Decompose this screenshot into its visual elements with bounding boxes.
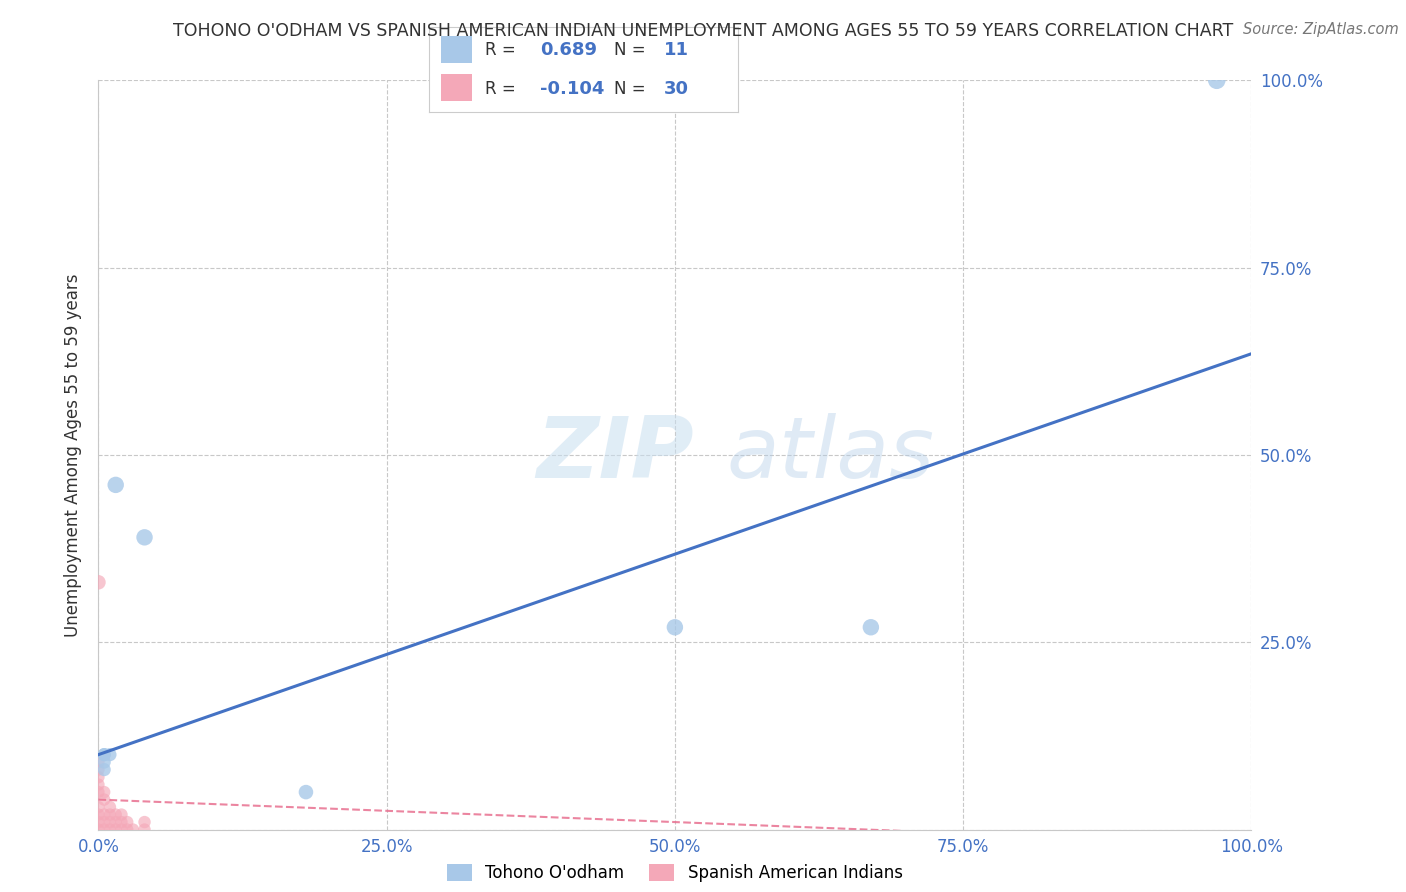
Legend: Tohono O'odham, Spanish American Indians: Tohono O'odham, Spanish American Indians bbox=[440, 857, 910, 888]
Point bbox=[87, 770, 110, 784]
Point bbox=[93, 815, 115, 830]
Point bbox=[87, 800, 110, 814]
Point bbox=[117, 815, 139, 830]
Point bbox=[104, 822, 127, 837]
Point bbox=[93, 763, 115, 777]
Point bbox=[122, 822, 145, 837]
Point bbox=[87, 822, 110, 837]
Point bbox=[117, 822, 139, 837]
Point bbox=[93, 747, 115, 762]
Point bbox=[104, 807, 127, 822]
Point bbox=[134, 530, 156, 544]
Point bbox=[87, 815, 110, 830]
Point bbox=[859, 620, 882, 634]
Point bbox=[110, 815, 132, 830]
Point bbox=[104, 478, 127, 492]
Point bbox=[295, 785, 318, 799]
Point bbox=[104, 815, 127, 830]
Bar bbox=[441, 36, 472, 63]
Y-axis label: Unemployment Among Ages 55 to 59 years: Unemployment Among Ages 55 to 59 years bbox=[65, 273, 83, 637]
Bar bbox=[441, 74, 472, 102]
Point bbox=[93, 822, 115, 837]
Point bbox=[664, 620, 686, 634]
Point bbox=[110, 807, 132, 822]
Point bbox=[1205, 73, 1227, 87]
Point bbox=[110, 822, 132, 837]
Point bbox=[87, 785, 110, 799]
Point bbox=[87, 575, 110, 590]
Text: Source: ZipAtlas.com: Source: ZipAtlas.com bbox=[1243, 22, 1399, 37]
Text: TOHONO O'ODHAM VS SPANISH AMERICAN INDIAN UNEMPLOYMENT AMONG AGES 55 TO 59 YEARS: TOHONO O'ODHAM VS SPANISH AMERICAN INDIA… bbox=[173, 22, 1233, 40]
Point bbox=[87, 778, 110, 792]
Point bbox=[93, 792, 115, 806]
Point bbox=[93, 785, 115, 799]
Text: -0.104: -0.104 bbox=[540, 79, 605, 97]
Text: R =: R = bbox=[485, 79, 520, 97]
Point bbox=[98, 815, 121, 830]
Point bbox=[87, 755, 110, 769]
Point bbox=[93, 747, 115, 762]
Point bbox=[134, 822, 156, 837]
Point bbox=[98, 822, 121, 837]
Point bbox=[98, 807, 121, 822]
Point bbox=[98, 800, 121, 814]
Text: 0.689: 0.689 bbox=[540, 41, 598, 59]
Point bbox=[134, 815, 156, 830]
Point bbox=[98, 747, 121, 762]
Text: N =: N = bbox=[614, 79, 651, 97]
Text: atlas: atlas bbox=[727, 413, 935, 497]
Point bbox=[93, 807, 115, 822]
Text: 11: 11 bbox=[664, 41, 689, 59]
Text: ZIP: ZIP bbox=[537, 413, 695, 497]
Point bbox=[87, 763, 110, 777]
Text: R =: R = bbox=[485, 41, 520, 59]
Text: 30: 30 bbox=[664, 79, 689, 97]
Point bbox=[93, 755, 115, 769]
Text: N =: N = bbox=[614, 41, 651, 59]
Point bbox=[87, 807, 110, 822]
